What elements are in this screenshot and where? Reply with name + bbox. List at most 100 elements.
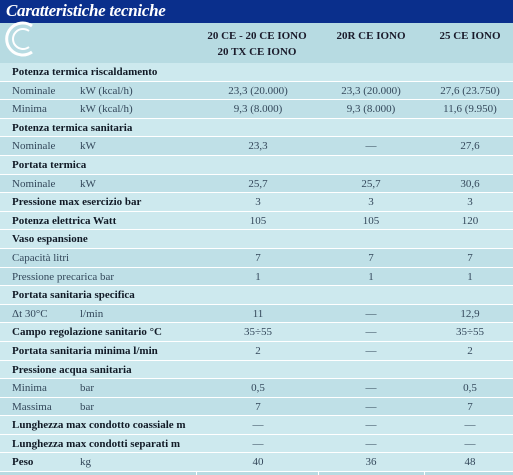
- table-row: Peso kg 40 36 48: [0, 453, 513, 473]
- value-col-3: 2: [467, 344, 473, 357]
- row-label: Lunghezza max condotto coassiale m: [12, 419, 186, 432]
- value-col-1: 25,7: [248, 177, 268, 190]
- row-label: Δt 30°C: [12, 307, 48, 320]
- value-col-2: —: [365, 307, 377, 320]
- table-row: Vaso espansione: [0, 230, 513, 249]
- column-header-3: 25 CE IONO: [439, 30, 501, 42]
- row-label: Pressione precarica bar: [12, 270, 115, 283]
- value-col-3: 27,6: [460, 140, 480, 153]
- table-row: Massima bar 7 — 7: [0, 397, 513, 417]
- value-col-2: —: [365, 382, 377, 395]
- value-col-1: 23,3 (20.000): [228, 84, 288, 97]
- row-label: Massima: [12, 400, 52, 413]
- table-row: Potenza termica sanitaria: [0, 118, 513, 138]
- table-row: Campo regolazione sanitario °C 35÷55 — 35÷5…: [0, 323, 513, 342]
- column-header-2: 20R CE IONO: [336, 30, 406, 42]
- value-col-1: —: [252, 437, 264, 450]
- table-row: Capacità litri 7 7 7: [0, 248, 513, 268]
- value-col-2: —: [365, 344, 377, 357]
- row-label: Minima: [12, 382, 47, 395]
- row-label: Nominale: [12, 140, 56, 153]
- row-unit: kW (kcal/h): [80, 103, 133, 116]
- value-col-3: 35÷55: [455, 326, 485, 339]
- row-label: Portata termica: [12, 158, 87, 171]
- value-col-1: 35÷55: [243, 326, 273, 339]
- row-label: Potenza elettrica Watt: [12, 214, 117, 227]
- table-row: Nominale kW (kcal/h) 23,3 (20.000) 23,3 (20…: [0, 81, 513, 101]
- value-col-1: 7: [255, 400, 261, 413]
- table-row: Portata sanitaria specifica: [0, 286, 513, 305]
- row-label: Nominale: [12, 177, 56, 190]
- value-col-3: 27,6 (23.750): [440, 84, 500, 97]
- row-label: Minima: [12, 103, 47, 116]
- page-title: Caratteristiche tecniche: [6, 1, 166, 20]
- spec-table: Potenza termica riscaldamento Nominale kW …: [0, 63, 513, 473]
- row-label: Vaso espansione: [12, 233, 88, 246]
- value-col-3: 3: [467, 196, 473, 209]
- row-unit: kg: [80, 456, 91, 469]
- value-col-3: 0,5: [463, 382, 477, 395]
- row-label: Potenza termica sanitaria: [12, 121, 133, 134]
- column-header-1: 20 CE - 20 CE IONO 20 TX CE IONO: [207, 30, 307, 58]
- value-col-3: 1: [467, 270, 473, 283]
- value-col-2: 36: [365, 456, 377, 469]
- row-unit: kW: [80, 140, 96, 153]
- table-row: Nominale kW 25,7 25,7 30,6: [0, 174, 513, 194]
- value-col-2: 23,3 (20.000): [341, 84, 401, 97]
- value-col-2: 25,7: [361, 177, 381, 190]
- value-col-1: 9,3 (8.000): [233, 103, 283, 116]
- row-label: Pressione max esercizio bar: [12, 196, 142, 209]
- value-col-2: 3: [368, 196, 374, 209]
- value-col-3: —: [464, 437, 476, 450]
- row-unit: bar: [80, 382, 95, 395]
- value-col-3: 11,6 (9.950): [443, 103, 497, 116]
- row-label: Capacità litri: [12, 251, 70, 264]
- row-unit: l/min: [80, 307, 104, 320]
- value-col-3: 12,9: [460, 307, 480, 320]
- value-col-1: 2: [255, 344, 261, 357]
- table-row: Pressione acqua sanitaria: [0, 360, 513, 380]
- row-unit: kW (kcal/h): [80, 84, 133, 97]
- table-row: Minima bar 0,5 — 0,5: [0, 379, 513, 398]
- row-label: Portata sanitaria minima l/min: [12, 344, 158, 357]
- row-label: Campo regolazione sanitario °C: [12, 326, 162, 339]
- value-col-1: 0,5: [251, 382, 265, 395]
- value-col-2: 105: [362, 214, 380, 227]
- brand-logo-icon: [5, 21, 33, 57]
- row-label: Portata sanitaria specifica: [12, 289, 135, 302]
- value-col-3: 7: [467, 400, 473, 413]
- table-row: Nominale kW 23,3 — 27,6: [0, 137, 513, 156]
- value-col-2: —: [365, 419, 377, 432]
- table-row: Pressione max esercizio bar 3 3 3: [0, 193, 513, 212]
- table-row: Potenza termica riscaldamento: [0, 63, 513, 82]
- row-label: Potenza termica riscaldamento: [12, 66, 158, 78]
- value-col-1: 11: [252, 307, 264, 320]
- title-bar: Caratteristiche tecniche: [0, 0, 513, 23]
- table-row: Lunghezza max condotto coassiale m — — —: [0, 416, 513, 435]
- value-col-1: 7: [255, 251, 261, 264]
- value-col-1: 3: [255, 196, 261, 209]
- value-col-1: —: [252, 419, 264, 432]
- value-col-2: 1: [368, 270, 374, 283]
- value-col-3: 48: [464, 456, 476, 469]
- value-col-3: —: [464, 419, 476, 432]
- row-label: Lunghezza max condotti separati m: [12, 437, 181, 450]
- row-unit: kW: [80, 177, 96, 190]
- value-col-3: 120: [461, 214, 479, 227]
- value-col-1: 1: [255, 270, 261, 283]
- value-col-2: —: [365, 140, 377, 153]
- value-col-1: 40: [252, 456, 264, 469]
- table-row: Potenza elettrica Watt 105 105 120: [0, 211, 513, 231]
- value-col-3: 30,6: [460, 177, 480, 190]
- table-row: Pressione precarica bar 1 1 1: [0, 267, 513, 287]
- row-unit: bar: [80, 400, 95, 413]
- value-col-2: —: [365, 437, 377, 450]
- table-row: Minima kW (kcal/h) 9,3 (8.000) 9,3 (8.000) 1…: [0, 100, 513, 119]
- row-label: Peso: [12, 456, 34, 469]
- table-row: Portata termica: [0, 155, 513, 175]
- value-col-2: —: [365, 326, 377, 339]
- value-col-1: 23,3: [248, 140, 268, 153]
- value-col-2: —: [365, 400, 377, 413]
- value-col-2: 7: [368, 251, 374, 264]
